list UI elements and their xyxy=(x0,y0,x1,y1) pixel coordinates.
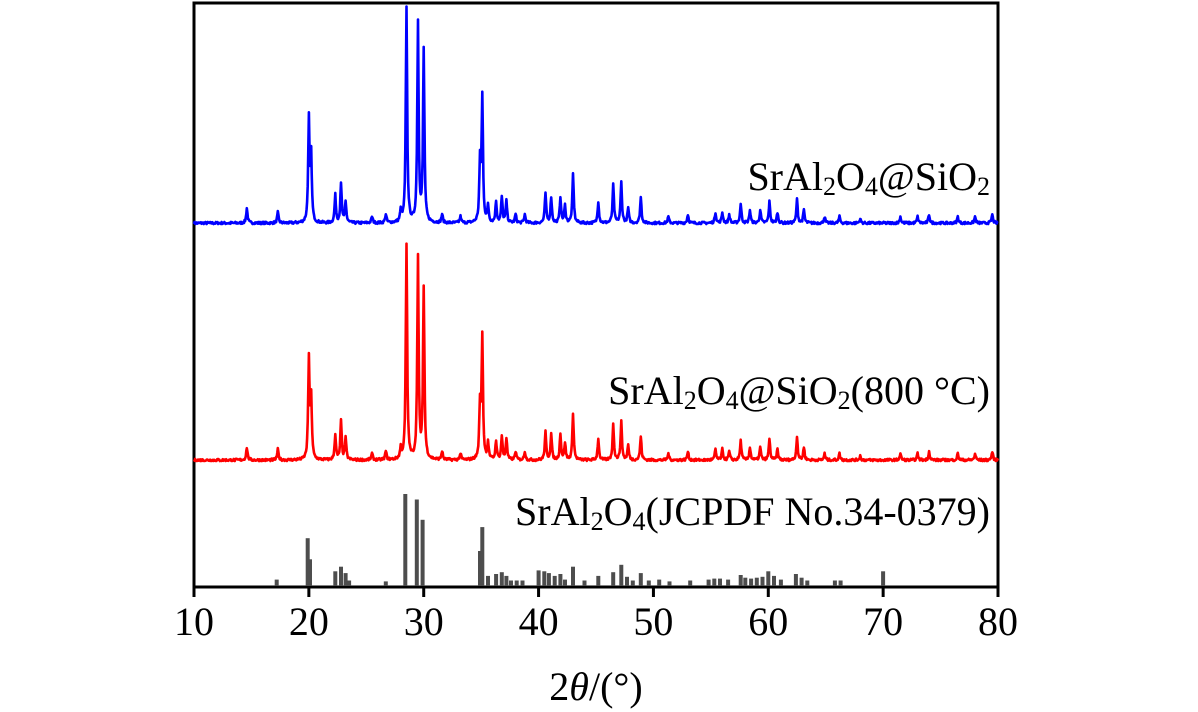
reference-bar-46 xyxy=(760,576,765,586)
reference-bar-53 xyxy=(832,580,837,586)
reference-bar-45 xyxy=(754,577,759,586)
label-text: O xyxy=(697,368,726,413)
reference-bar-4 xyxy=(339,566,343,586)
series-layer xyxy=(192,5,1000,586)
reference-bar-19 xyxy=(520,580,525,586)
x-tick-label-10: 10 xyxy=(174,599,214,644)
label-subscript: 2 xyxy=(591,507,604,536)
reference-bar-13 xyxy=(486,575,490,586)
reference-bar-50 xyxy=(793,574,798,586)
reference-bar-38 xyxy=(706,579,711,586)
reference-bar-24 xyxy=(558,574,563,586)
reference-bar-34 xyxy=(646,580,651,586)
reference-bar-17 xyxy=(509,580,513,586)
reference-bar-27 xyxy=(582,580,587,586)
label-subscript: 2 xyxy=(684,386,697,415)
reference-bar-35 xyxy=(657,579,662,586)
series-label-2: SrAl2O4(JCPDF No.34-0379) xyxy=(515,489,990,536)
reference-bar-49 xyxy=(778,579,783,586)
label-text: O xyxy=(604,489,633,534)
label-text: (800 °C) xyxy=(851,368,990,413)
reference-bar-26 xyxy=(571,566,575,586)
reference-bar-28 xyxy=(596,575,601,586)
reference-bar-51 xyxy=(799,577,804,586)
reference-bar-54 xyxy=(838,580,843,586)
label-text: SrAl xyxy=(515,489,591,534)
label-subscript: 2 xyxy=(838,386,851,415)
label-text: O xyxy=(836,154,865,199)
reference-bar-22 xyxy=(546,573,551,586)
label-subscript: 4 xyxy=(633,507,646,536)
reference-bar-44 xyxy=(749,578,754,586)
reference-bar-32 xyxy=(630,580,635,586)
reference-bar-16 xyxy=(504,575,509,586)
label-text: @SiO xyxy=(878,154,977,199)
reference-bar-47 xyxy=(766,571,771,586)
x-axis-title-symbol: θ xyxy=(569,664,589,709)
reference-bar-12 xyxy=(480,527,485,586)
label-subscript: 4 xyxy=(865,172,878,201)
reference-bar-6 xyxy=(347,580,352,586)
x-axis-title-prefix: 2 xyxy=(549,664,569,709)
label-text: (JCPDF No.34-0379) xyxy=(646,489,990,534)
reference-bar-0 xyxy=(274,579,279,586)
label-subscript: 2 xyxy=(823,172,836,201)
reference-bar-31 xyxy=(625,576,629,586)
reference-bar-11 xyxy=(478,551,482,586)
reference-bar-52 xyxy=(805,580,810,586)
reference-bar-37 xyxy=(688,580,693,586)
reference-bar-41 xyxy=(726,579,731,586)
x-tick-label-50: 50 xyxy=(633,599,673,644)
reference-bars xyxy=(274,494,886,586)
reference-bar-5 xyxy=(343,573,348,586)
reference-bar-21 xyxy=(542,571,547,586)
reference-bar-10 xyxy=(420,519,425,586)
reference-bar-2 xyxy=(308,559,312,586)
x-tick-label-80: 80 xyxy=(978,599,1018,644)
label-subscript: 4 xyxy=(726,386,739,415)
reference-bar-30 xyxy=(619,564,624,586)
reference-bar-7 xyxy=(383,581,388,586)
reference-bar-33 xyxy=(638,573,643,586)
label-text: SrAl xyxy=(608,368,684,413)
reference-bar-39 xyxy=(712,578,717,586)
series-label-0: SrAl2O4@SiO2 xyxy=(747,154,990,201)
reference-bar-3 xyxy=(333,571,338,586)
reference-bar-48 xyxy=(772,575,776,586)
x-tick-label-30: 30 xyxy=(404,599,444,644)
series-line-1 xyxy=(192,242,1000,463)
label-text: SrAl xyxy=(747,154,823,199)
label-subscript: 2 xyxy=(977,172,990,201)
x-tick-label-20: 20 xyxy=(289,599,329,644)
reference-bar-55 xyxy=(881,571,886,586)
x-tick-label-70: 70 xyxy=(863,599,903,644)
series-line-0 xyxy=(192,5,999,226)
reference-bar-9 xyxy=(414,499,419,586)
x-tick-label-60: 60 xyxy=(748,599,788,644)
reference-bar-42 xyxy=(738,575,743,586)
reference-bar-15 xyxy=(499,572,504,586)
x-axis-ticks: 10 20 30 40 50 60 70 80 xyxy=(174,587,1018,644)
reference-bar-43 xyxy=(743,577,748,586)
series-label-1: SrAl2O4@SiO2(800 °C) xyxy=(608,368,990,415)
reference-bar-8 xyxy=(403,494,408,586)
reference-bar-29 xyxy=(611,572,616,586)
x-axis-title-unit: /(°) xyxy=(589,664,643,709)
reference-bar-40 xyxy=(718,578,722,586)
plot-frame xyxy=(192,1,1000,589)
x-tick-label-40: 40 xyxy=(519,599,559,644)
reference-bar-23 xyxy=(552,575,557,586)
label-text: @SiO xyxy=(739,368,838,413)
reference-bar-20 xyxy=(536,570,541,586)
reference-bar-1 xyxy=(305,538,310,586)
reference-bar-18 xyxy=(514,580,519,586)
reference-bar-36 xyxy=(667,581,672,586)
x-axis-title: 2θ/(°) xyxy=(549,664,642,709)
reference-bar-25 xyxy=(563,579,567,586)
reference-bar-14 xyxy=(494,574,499,586)
